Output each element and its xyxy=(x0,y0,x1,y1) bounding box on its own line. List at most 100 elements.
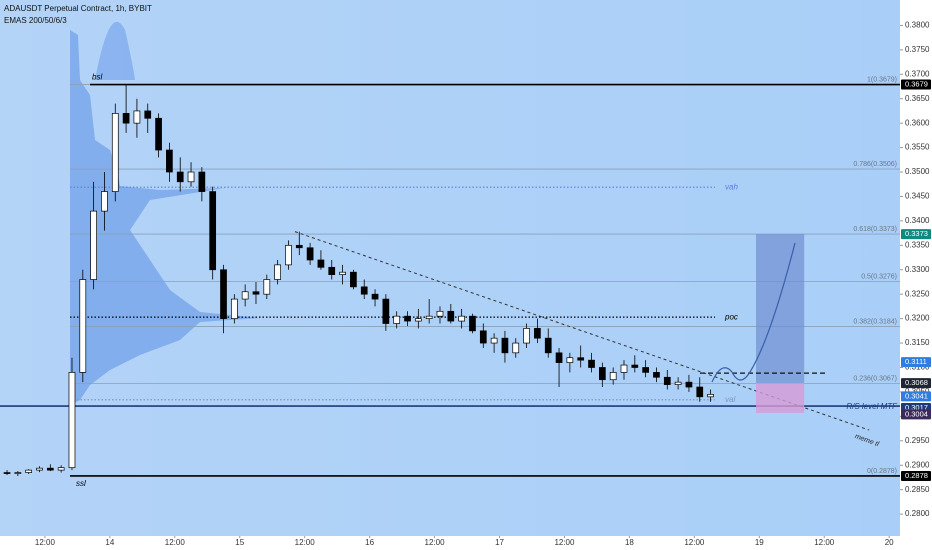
candle-body xyxy=(339,271,346,275)
candle-body xyxy=(166,149,173,173)
candle-body xyxy=(620,364,628,373)
chart-layer: 0.28000.28500.29000.29500.30000.30500.31… xyxy=(0,21,931,547)
price-tag xyxy=(901,378,931,389)
time-axis-background xyxy=(0,536,900,550)
candle-body xyxy=(674,381,682,385)
price-tag-label: 0.2878 xyxy=(905,471,928,480)
candle-body xyxy=(79,279,87,373)
candle-body xyxy=(577,357,585,361)
candle-body xyxy=(144,110,152,119)
candle-body xyxy=(295,244,303,249)
candle-body xyxy=(133,110,141,124)
fib-label: 1(0.3679) xyxy=(867,76,897,83)
candle-body xyxy=(3,472,11,474)
candle-body xyxy=(609,372,617,381)
candle-body xyxy=(57,467,65,471)
candle-body xyxy=(274,264,281,280)
x-tick-label: 16 xyxy=(365,538,374,547)
candle-body xyxy=(252,291,260,295)
x-tick-label: 12:00 xyxy=(165,538,186,547)
candle-body xyxy=(436,310,444,317)
candle-body xyxy=(588,359,595,368)
candle-body xyxy=(187,171,195,183)
y-tick-label: 0.3150 xyxy=(905,338,930,347)
price-tag-label: 0.3041 xyxy=(905,391,928,400)
x-tick-label: 18 xyxy=(625,538,634,547)
candle-body xyxy=(25,469,33,473)
candle-body xyxy=(360,286,368,295)
y-tick-label: 0.3350 xyxy=(905,240,930,249)
y-tick-label: 0.3550 xyxy=(905,143,930,152)
candle-body xyxy=(36,467,43,471)
candle-body xyxy=(155,117,162,151)
candle-body xyxy=(176,171,184,183)
candle-body xyxy=(111,113,119,192)
candle-body xyxy=(544,337,552,354)
volume-profile-cap xyxy=(95,21,135,80)
y-tick-label: 0.3800 xyxy=(905,21,930,30)
candle-body xyxy=(393,315,401,324)
y-tick-label: 0.2900 xyxy=(905,460,930,469)
candle-body xyxy=(209,191,217,271)
y-tick-label: 0.3300 xyxy=(905,265,930,274)
key-level-label: val xyxy=(725,395,735,404)
key-level-label: ssl xyxy=(76,479,86,488)
target-zone xyxy=(756,234,805,384)
candle-body xyxy=(447,310,455,322)
candle-body xyxy=(285,244,292,266)
candle-body xyxy=(598,367,606,381)
price-tag xyxy=(901,79,931,90)
price-tag-label: 0.3111 xyxy=(905,357,927,366)
volume-profile xyxy=(70,30,260,405)
fib-label: 0.236(0.3067) xyxy=(853,375,897,382)
candle-body xyxy=(490,337,498,344)
candle-body xyxy=(696,386,704,398)
candle-body xyxy=(425,315,433,319)
candle-body xyxy=(371,293,379,300)
candle-body xyxy=(631,364,639,368)
x-tick-label: 20 xyxy=(885,538,894,547)
y-tick-label: 0.3750 xyxy=(905,45,930,54)
x-tick-label: 19 xyxy=(755,538,764,547)
candle-body xyxy=(122,113,130,124)
candle-body xyxy=(501,337,509,354)
candle-body xyxy=(90,210,97,280)
candle-body xyxy=(241,291,249,300)
chart-title: ADAUSDT Perpetual Contract, 1h, BYBIT xyxy=(4,4,152,13)
candle-body xyxy=(404,315,411,322)
candle-body xyxy=(566,357,574,363)
candle-body xyxy=(663,376,671,385)
x-tick-label: 12:00 xyxy=(814,538,835,547)
candle-body xyxy=(317,259,325,268)
x-tick-label: 12:00 xyxy=(425,538,446,547)
y-tick-label: 0.3450 xyxy=(905,192,930,201)
fib-label: 0(0.2878) xyxy=(867,468,897,475)
candle-body xyxy=(642,367,649,373)
fib-label: 0.382(0.3184) xyxy=(853,318,897,325)
candle-body xyxy=(350,271,357,288)
price-axis-background xyxy=(900,0,932,550)
candle-body xyxy=(523,328,530,344)
candle-body xyxy=(220,269,227,319)
fib-label: 0.618(0.3373) xyxy=(853,226,897,233)
key-level-label: bsl xyxy=(92,73,102,82)
candle-body xyxy=(306,247,314,261)
candle-body xyxy=(707,394,714,398)
y-tick-label: 0.2950 xyxy=(905,436,930,445)
candle-body xyxy=(68,372,76,469)
candle-body xyxy=(263,279,271,295)
fib-label: 0.5(0.3276) xyxy=(861,273,897,280)
price-tag-label: 0.3679 xyxy=(905,80,928,89)
x-tick-label: 12:00 xyxy=(295,538,316,547)
candle-body xyxy=(46,467,54,471)
candle-body xyxy=(479,330,487,344)
price-tag xyxy=(901,470,931,481)
price-tag xyxy=(901,391,931,402)
price-tag xyxy=(901,229,931,240)
candle-body xyxy=(685,381,693,388)
key-level-label: R/S level MTF xyxy=(846,402,898,411)
key-level-label: poc xyxy=(724,312,738,321)
y-tick-label: 0.3200 xyxy=(905,314,930,323)
candle-body xyxy=(512,342,520,354)
